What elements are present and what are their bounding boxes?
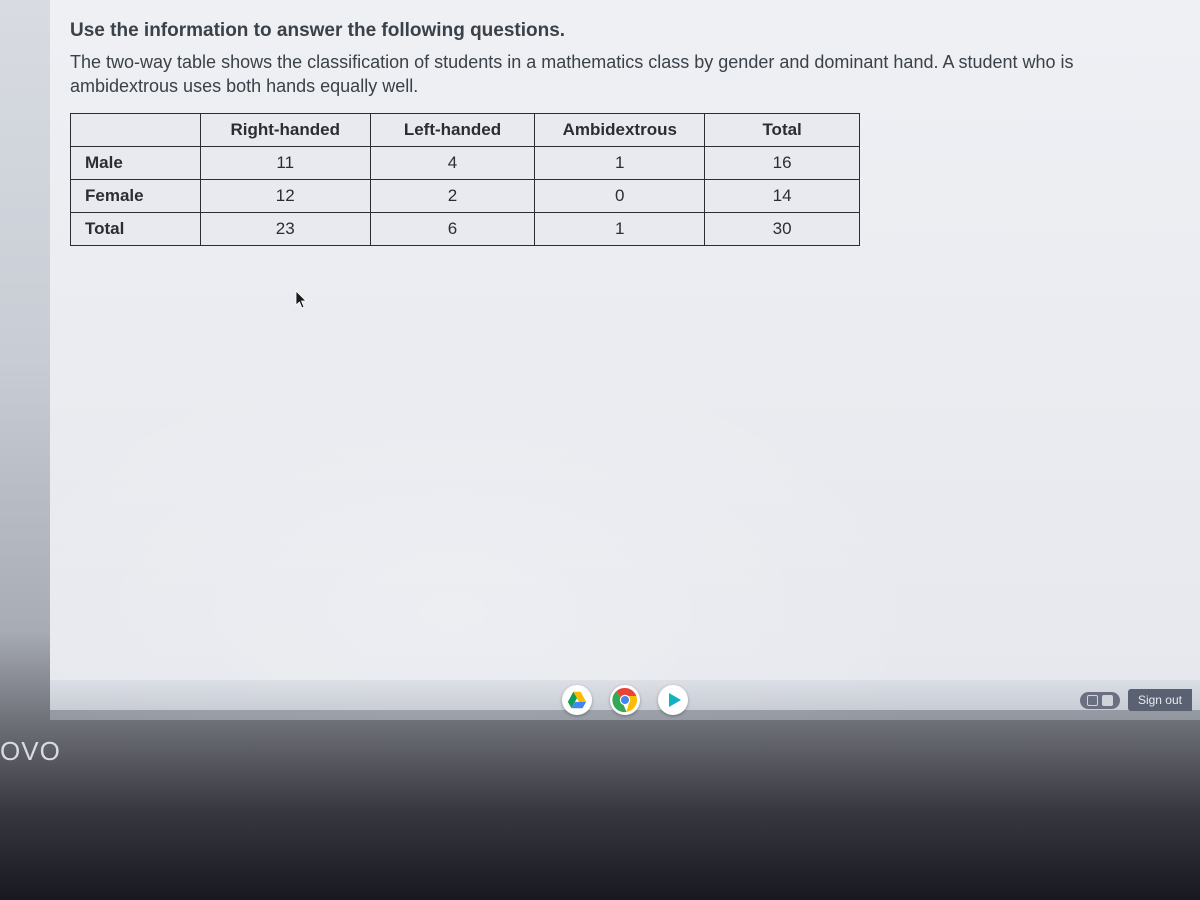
- sign-out-button[interactable]: Sign out: [1128, 689, 1192, 711]
- cell: 16: [705, 146, 860, 179]
- table-header-ambidextrous: Ambidextrous: [535, 113, 705, 146]
- cell: 1: [535, 212, 705, 245]
- table-header-righthanded: Right-handed: [200, 113, 370, 146]
- cell: 30: [705, 212, 860, 245]
- tray-box-icon: [1087, 695, 1098, 706]
- question-heading: Use the information to answer the follow…: [70, 20, 1180, 42]
- bezel-logo-text: OVO: [0, 736, 61, 767]
- table-header-total: Total: [705, 113, 860, 146]
- cursor-icon: [295, 290, 309, 315]
- table-header-row: Right-handed Left-handed Ambidextrous To…: [71, 113, 860, 146]
- table-row: Total 23 6 1 30: [71, 212, 860, 245]
- tray-box-icon: [1102, 695, 1113, 706]
- cell: 6: [370, 212, 535, 245]
- two-way-table: Right-handed Left-handed Ambidextrous To…: [70, 113, 860, 246]
- cell: 11: [200, 146, 370, 179]
- cell: 12: [200, 179, 370, 212]
- cell: 14: [705, 179, 860, 212]
- cell: 4: [370, 146, 535, 179]
- taskbar-right-group: Sign out: [1080, 689, 1192, 711]
- table-row: Female 12 2 0 14: [71, 179, 860, 212]
- row-label-total: Total: [71, 212, 201, 245]
- question-description: The two-way table shows the classificati…: [70, 50, 1180, 99]
- row-label-female: Female: [71, 179, 201, 212]
- taskbar: Sign out: [50, 680, 1200, 720]
- cell: 23: [200, 212, 370, 245]
- table-header-lefthanded: Left-handed: [370, 113, 535, 146]
- table-header-empty: [71, 113, 201, 146]
- cell: 2: [370, 179, 535, 212]
- drive-icon[interactable]: [562, 685, 592, 715]
- cell: 1: [535, 146, 705, 179]
- screen-content-area: Use the information to answer the follow…: [50, 0, 1200, 710]
- row-label-male: Male: [71, 146, 201, 179]
- taskbar-center-group: [562, 685, 688, 715]
- play-icon[interactable]: [658, 685, 688, 715]
- cell: 0: [535, 179, 705, 212]
- tray-pill[interactable]: [1080, 692, 1120, 709]
- chrome-icon[interactable]: [610, 685, 640, 715]
- table-row: Male 11 4 1 16: [71, 146, 860, 179]
